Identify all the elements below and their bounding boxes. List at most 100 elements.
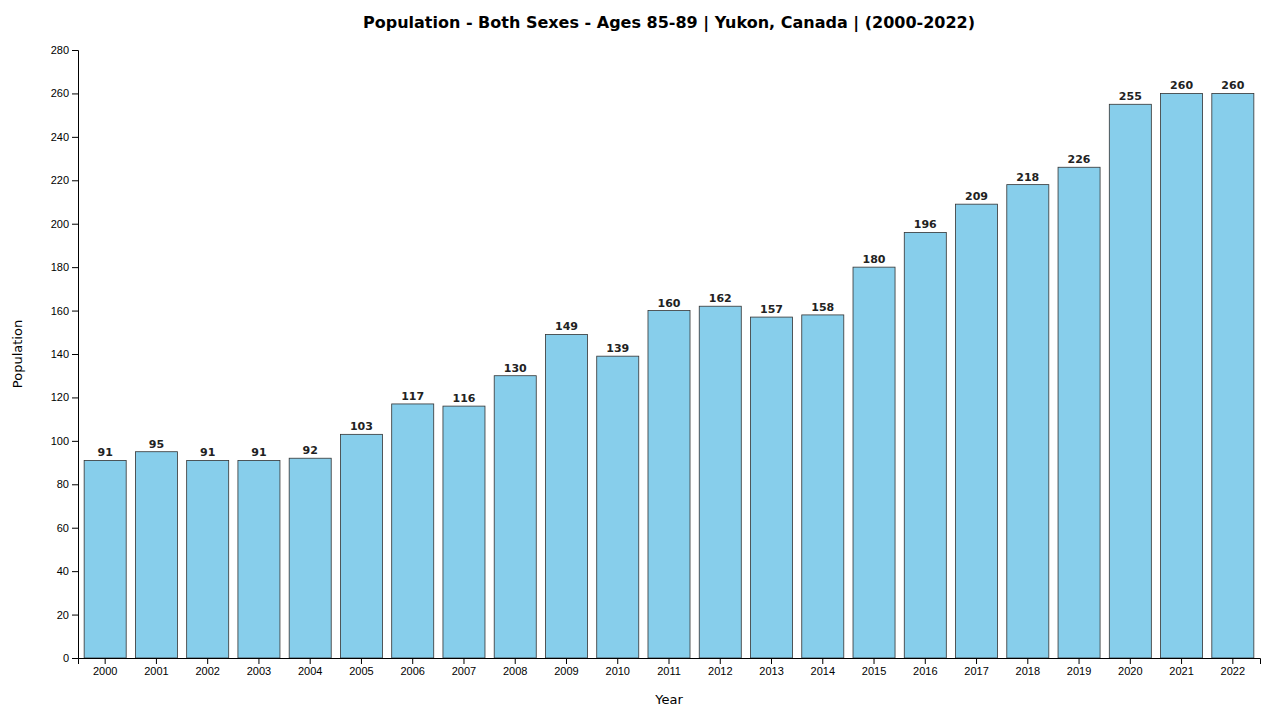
bar [1058,167,1100,658]
y-tick: 60 [57,522,78,534]
y-tick: 80 [57,478,78,490]
x-tick-mark [771,658,772,664]
data-label: 209 [965,190,988,203]
y-tick-mark [72,615,78,616]
x-axis-title: Year [654,692,683,707]
bar [699,306,741,658]
x-tick-mark [1181,658,1182,664]
bar [1109,104,1151,658]
data-label: 260 [1170,79,1193,92]
x-tick: 2004 [298,658,322,677]
x-tick-mark [822,658,823,664]
y-tick: 160 [51,305,78,317]
x-tick-label: 2005 [349,665,373,677]
data-label: 226 [1068,153,1091,166]
x-tick: 2007 [452,658,476,677]
x-tick-mark [1079,658,1080,664]
bar [187,460,229,658]
x-tick-label: 2013 [759,665,783,677]
x-tick: 2012 [708,658,732,677]
bar [545,334,587,658]
bar [1212,93,1254,658]
y-tick: 40 [57,565,78,577]
bar [904,232,946,658]
x-tick-label: 2000 [93,665,117,677]
x-tick-label: 2018 [1016,665,1040,677]
x-tick-mark [874,658,875,664]
data-label: 160 [658,297,681,310]
x-tick-label: 2020 [1118,665,1142,677]
bar [802,315,844,658]
x-tick-label: 2006 [400,665,424,677]
data-label: 149 [555,320,578,333]
bar [956,204,998,658]
y-tick-label: 140 [51,348,69,360]
x-tick: 2013 [759,658,783,677]
data-label: 162 [709,292,732,305]
x-tick: 2021 [1169,658,1193,677]
data-label: 95 [149,438,164,451]
y-tick-label: 60 [57,522,69,534]
x-tick-label: 2009 [554,665,578,677]
y-axis-title: Population [10,320,25,388]
y-tick-mark [72,658,78,659]
data-label: 91 [200,446,215,459]
x-tick-mark [515,658,516,664]
data-label: 139 [606,342,629,355]
y-tick-label: 240 [51,131,69,143]
x-tick: 2010 [606,658,630,677]
x-axis: 2000200120022003200420052006200720082009… [79,658,1261,677]
y-tick-mark [72,311,78,312]
y-tick-mark [72,571,78,572]
data-label: 180 [863,253,886,266]
x-tick: 2015 [862,658,886,677]
x-tick-label: 2014 [811,665,835,677]
data-label: 158 [811,301,834,314]
x-tick: 2022 [1221,658,1245,677]
data-label: 157 [760,303,783,316]
y-tick-label: 120 [51,391,69,403]
bar [494,376,536,658]
bar [340,434,382,658]
bar [135,452,177,658]
x-tick: 2001 [144,658,168,677]
y-tick-label: 260 [51,87,69,99]
bars [84,93,1254,658]
x-tick-label: 2008 [503,665,527,677]
y-tick-mark [72,267,78,268]
data-labels: 9195919192103117116130149139160162157158… [98,79,1245,459]
y-tick: 100 [51,435,78,447]
x-tick: 2014 [811,658,835,677]
data-label: 196 [914,218,937,231]
y-tick-mark [72,441,78,442]
x-tick-mark [361,658,362,664]
x-tick-label: 2007 [452,665,476,677]
x-tick-mark [1232,658,1233,664]
x-tick-label: 2015 [862,665,886,677]
y-tick-label: 220 [51,174,69,186]
y-tick-mark [72,484,78,485]
bar [853,267,895,658]
x-tick: 2017 [964,658,988,677]
y-axis: 020406080100120140160180200220240260280 [51,44,79,664]
x-tick: 2000 [93,658,117,677]
x-tick-label: 2016 [913,665,937,677]
y-tick-label: 160 [51,305,69,317]
y-tick: 280 [51,44,78,56]
y-tick: 0 [63,652,78,664]
y-tick-mark [72,180,78,181]
y-tick: 180 [51,261,78,273]
y-tick-mark [72,528,78,529]
data-label: 260 [1221,79,1244,92]
data-label: 91 [251,446,266,459]
x-tick: 2018 [1016,658,1040,677]
y-tick-label: 40 [57,565,69,577]
y-tick: 20 [57,609,78,621]
x-tick-mark [925,658,926,664]
x-tick-label: 2021 [1169,665,1193,677]
chart: 2000200120022003200420052006200720082009… [0,0,1280,720]
x-tick-label: 2011 [657,665,681,677]
x-tick: 2005 [349,658,373,677]
data-label: 218 [1016,171,1039,184]
x-tick: 2011 [657,658,681,677]
